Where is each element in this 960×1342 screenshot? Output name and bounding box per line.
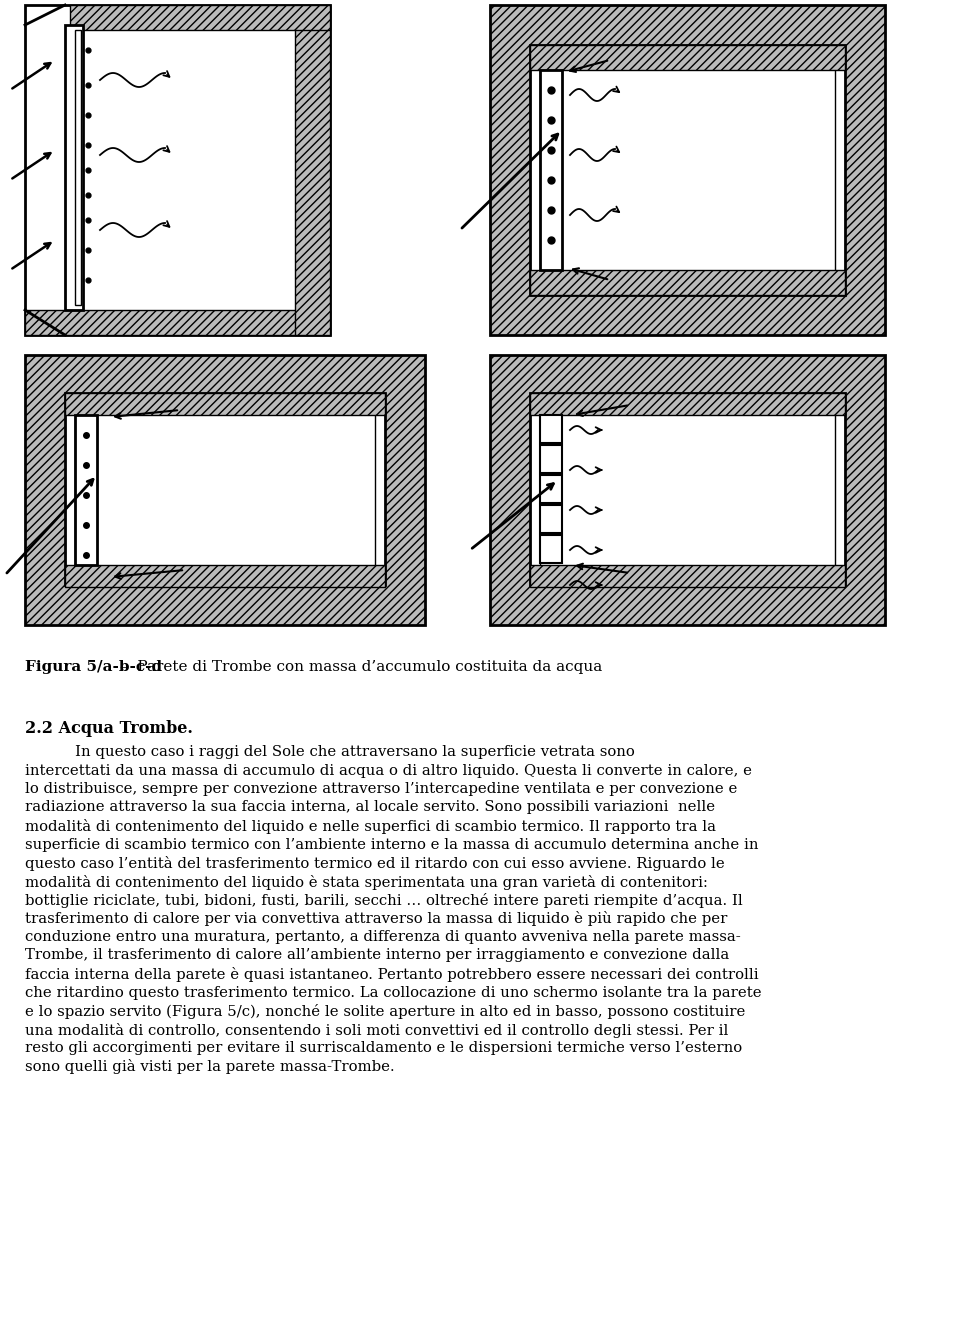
Bar bbox=[25, 310, 330, 336]
Bar bbox=[75, 403, 375, 574]
Bar bbox=[75, 415, 97, 565]
Text: In questo caso i raggi del Sole che attraversano la superficie vetrata sono: In questo caso i raggi del Sole che attr… bbox=[75, 745, 635, 760]
Bar bbox=[490, 356, 885, 625]
Bar bbox=[70, 5, 330, 30]
Bar bbox=[530, 393, 845, 415]
Bar bbox=[530, 565, 845, 586]
Text: Trombe, il trasferimento di calore all’ambiente interno per irraggiamento e conv: Trombe, il trasferimento di calore all’a… bbox=[25, 949, 730, 962]
Text: modalità di contenimento del liquido e nelle superfici di scambio termico. Il ra: modalità di contenimento del liquido e n… bbox=[25, 819, 716, 833]
Bar bbox=[65, 393, 385, 585]
Text: e lo spazio servito (Figura 5/c), nonché le solite aperture in alto ed in basso,: e lo spazio servito (Figura 5/c), nonché… bbox=[25, 1004, 745, 1019]
Text: superficie di scambio termico con l’ambiente interno e la massa di accumulo dete: superficie di scambio termico con l’ambi… bbox=[25, 837, 758, 852]
Bar bbox=[540, 415, 562, 443]
Bar bbox=[25, 356, 425, 625]
Text: che ritardino questo trasferimento termico. La collocazione di uno schermo isola: che ritardino questo trasferimento termi… bbox=[25, 985, 761, 1000]
Text: 2.2 Acqua Trombe.: 2.2 Acqua Trombe. bbox=[25, 721, 193, 737]
Bar bbox=[540, 535, 562, 564]
Text: resto gli accorgimenti per evitare il surriscaldamento e le dispersioni termiche: resto gli accorgimenti per evitare il su… bbox=[25, 1041, 742, 1055]
Text: sono quelli già visti per la parete massa-Trombe.: sono quelli già visti per la parete mass… bbox=[25, 1059, 395, 1075]
Text: una modalità di controllo, consentendo i soli moti convettivi ed il controllo de: una modalità di controllo, consentendo i… bbox=[25, 1023, 729, 1037]
Bar bbox=[540, 55, 835, 285]
Text: faccia interna della parete è quasi istantaneo. Pertanto potrebbero essere neces: faccia interna della parete è quasi ista… bbox=[25, 968, 758, 982]
Text: –  Parete di Trombe con massa d’accumulo costituita da acqua: – Parete di Trombe con massa d’accumulo … bbox=[120, 660, 602, 674]
Bar bbox=[65, 393, 385, 415]
Bar bbox=[540, 505, 562, 533]
Bar bbox=[65, 565, 385, 586]
Bar bbox=[530, 46, 845, 295]
Text: questo caso l’entità del trasferimento termico ed il ritardo con cui esso avvien: questo caso l’entità del trasferimento t… bbox=[25, 856, 725, 871]
Bar bbox=[540, 475, 562, 503]
Bar bbox=[65, 25, 83, 310]
Text: bottiglie riciclate, tubi, bidoni, fusti, barili, secchi … oltreché intere paret: bottiglie riciclate, tubi, bidoni, fusti… bbox=[25, 892, 743, 909]
Text: trasferimento di calore per via convettiva attraverso la massa di liquido è più : trasferimento di calore per via convetti… bbox=[25, 911, 728, 926]
Bar bbox=[25, 5, 330, 336]
Text: radiazione attraverso la sua faccia interna, al locale servito. Sono possibili v: radiazione attraverso la sua faccia inte… bbox=[25, 800, 715, 815]
Text: lo distribuisce, sempre per convezione attraverso l’intercapedine ventilata e pe: lo distribuisce, sempre per convezione a… bbox=[25, 782, 737, 796]
Bar bbox=[530, 393, 845, 585]
Text: conduzione entro una muratura, pertanto, a differenza di quanto avveniva nella p: conduzione entro una muratura, pertanto,… bbox=[25, 930, 741, 943]
Bar bbox=[530, 270, 845, 295]
Bar bbox=[295, 5, 330, 336]
Text: modalità di contenimento del liquido è stata sperimentata una gran varietà di co: modalità di contenimento del liquido è s… bbox=[25, 875, 708, 890]
Bar bbox=[540, 403, 835, 574]
Text: intercettati da una massa di accumulo di acqua o di altro liquido. Questa li con: intercettati da una massa di accumulo di… bbox=[25, 764, 752, 777]
Bar bbox=[540, 70, 562, 270]
Bar bbox=[490, 5, 885, 336]
Bar bbox=[75, 30, 81, 305]
Text: Figura 5/a-b-c-d: Figura 5/a-b-c-d bbox=[25, 660, 162, 674]
Bar bbox=[530, 46, 845, 70]
Bar bbox=[540, 446, 562, 472]
